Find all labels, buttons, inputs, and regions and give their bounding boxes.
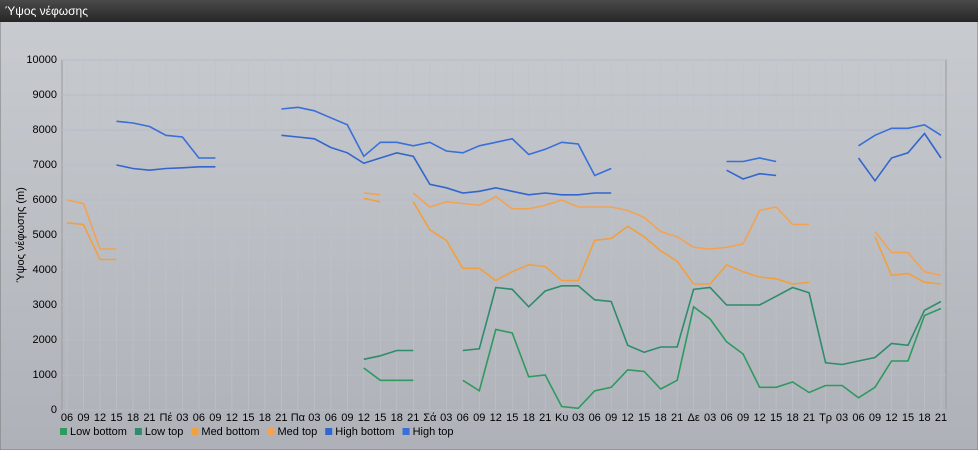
legend-label: Low top bbox=[145, 426, 184, 438]
x-tick-label: Σά bbox=[423, 412, 437, 424]
x-tick-label: 18 bbox=[127, 412, 139, 424]
x-tick-label: 12 bbox=[226, 412, 238, 424]
x-tick-label: 18 bbox=[786, 412, 798, 424]
x-tick-label: 06 bbox=[457, 412, 469, 424]
y-tick-label: 8000 bbox=[33, 124, 57, 136]
legend-label: High top bbox=[413, 426, 454, 438]
x-tick-label: 12 bbox=[885, 412, 897, 424]
legend-swatch bbox=[134, 428, 142, 435]
header bbox=[0, 0, 978, 22]
legend-label: Med top bbox=[278, 426, 318, 438]
x-tick-label: 06 bbox=[852, 412, 864, 424]
x-tick-label: 21 bbox=[935, 412, 947, 424]
x-tick-label: 12 bbox=[358, 412, 370, 424]
y-tick-label: 1000 bbox=[33, 369, 57, 381]
x-tick-label: 21 bbox=[275, 412, 287, 424]
legend-swatch bbox=[325, 428, 333, 435]
x-tick-label: 21 bbox=[143, 412, 155, 424]
legend-swatch bbox=[267, 428, 275, 435]
y-tick-label: 7000 bbox=[33, 159, 57, 171]
x-tick-label: Δε bbox=[688, 412, 700, 424]
chart-title: Ύψος νέφωσης bbox=[5, 4, 88, 18]
x-tick-label: 03 bbox=[704, 412, 716, 424]
series-line bbox=[363, 285, 942, 366]
x-tick-label: 09 bbox=[341, 412, 353, 424]
x-tick-label: 21 bbox=[539, 412, 551, 424]
x-tick-label: Πέ bbox=[160, 412, 173, 424]
x-tick-label: 03 bbox=[440, 412, 452, 424]
legend-label: Med bottom bbox=[201, 426, 259, 438]
x-tick-label: 09 bbox=[737, 412, 749, 424]
x-tick-label: 09 bbox=[605, 412, 617, 424]
legend-swatch bbox=[60, 428, 67, 435]
y-tick-label: 0 bbox=[51, 404, 57, 416]
legend-swatch bbox=[402, 428, 410, 435]
x-tick-label: 15 bbox=[110, 412, 122, 424]
x-tick-label: Τρ bbox=[819, 412, 832, 424]
x-tick-label: 15 bbox=[638, 412, 650, 424]
x-tick-label: 03 bbox=[308, 412, 320, 424]
x-tick-label: 12 bbox=[622, 412, 634, 424]
x-tick-label: 18 bbox=[391, 412, 403, 424]
legend-swatch bbox=[191, 428, 199, 435]
x-tick-label: 06 bbox=[325, 412, 337, 424]
series-line bbox=[116, 132, 942, 196]
x-tick-label: 09 bbox=[209, 412, 221, 424]
x-tick-label: 18 bbox=[259, 412, 271, 424]
x-tick-label: 21 bbox=[671, 412, 683, 424]
x-tick-label: 12 bbox=[490, 412, 502, 424]
x-tick-label: Πα bbox=[291, 412, 306, 424]
x-tick-label: 21 bbox=[407, 412, 419, 424]
x-tick-label: Κυ bbox=[555, 412, 568, 424]
x-tick-label: 21 bbox=[803, 412, 815, 424]
y-tick-label: 9000 bbox=[33, 89, 57, 101]
series-line bbox=[66, 197, 942, 285]
x-tick-label: 06 bbox=[589, 412, 601, 424]
x-tick-label: 15 bbox=[242, 412, 254, 424]
y-tick-label: 4000 bbox=[33, 264, 57, 276]
x-tick-label: 18 bbox=[918, 412, 930, 424]
legend-label: Low bottom bbox=[70, 426, 127, 438]
x-tick-label: 15 bbox=[506, 412, 518, 424]
y-tick-label: 5000 bbox=[33, 229, 57, 241]
x-tick-label: 06 bbox=[193, 412, 205, 424]
series-line bbox=[363, 305, 942, 410]
x-tick-label: 15 bbox=[770, 412, 782, 424]
legend-label: High bottom bbox=[335, 426, 394, 438]
y-tick-label: 6000 bbox=[33, 194, 57, 206]
series-line bbox=[116, 106, 942, 177]
series-line bbox=[66, 192, 942, 277]
x-tick-label: 18 bbox=[523, 412, 535, 424]
x-tick-label: 12 bbox=[94, 412, 106, 424]
x-tick-label: 03 bbox=[836, 412, 848, 424]
x-tick-label: 06 bbox=[61, 412, 73, 424]
x-tick-label: 03 bbox=[572, 412, 584, 424]
x-tick-label: 09 bbox=[77, 412, 89, 424]
x-tick-label: 03 bbox=[176, 412, 188, 424]
x-tick-label: 09 bbox=[869, 412, 881, 424]
y-tick-label: 10000 bbox=[26, 54, 57, 66]
y-axis-label: Ύψος νέφωσης (m) bbox=[15, 187, 27, 283]
y-tick-label: 2000 bbox=[33, 334, 57, 346]
x-tick-label: 18 bbox=[655, 412, 667, 424]
x-tick-label: 12 bbox=[753, 412, 765, 424]
x-tick-label: 15 bbox=[374, 412, 386, 424]
y-tick-label: 3000 bbox=[33, 299, 57, 311]
x-tick-label: 06 bbox=[720, 412, 732, 424]
x-tick-label: 15 bbox=[902, 412, 914, 424]
x-tick-label: 09 bbox=[473, 412, 485, 424]
